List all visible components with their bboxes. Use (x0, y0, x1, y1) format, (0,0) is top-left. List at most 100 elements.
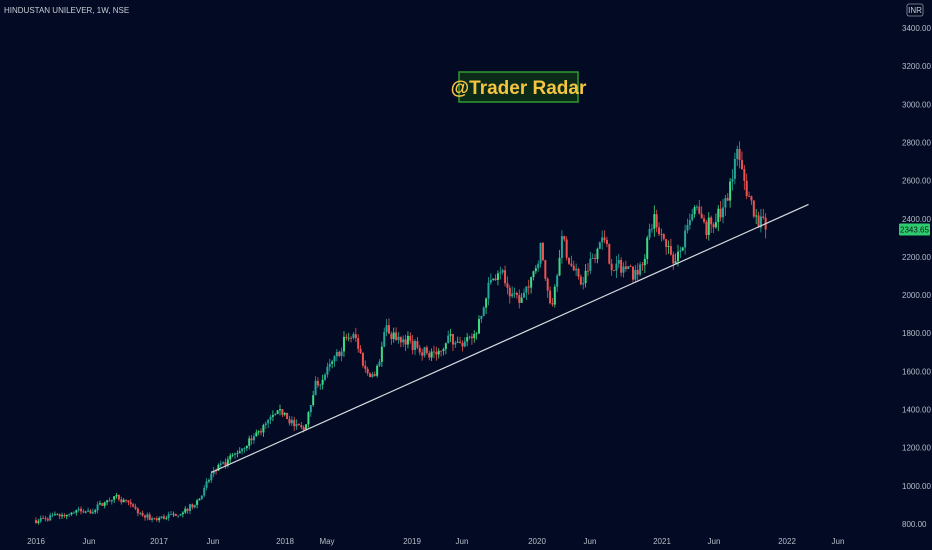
candle-down (174, 513, 177, 516)
candle-up (736, 149, 739, 159)
candle-up (340, 351, 343, 356)
candle-up (596, 248, 599, 260)
candle-up (283, 412, 286, 415)
candle-down (345, 336, 348, 338)
trendline[interactable] (210, 203, 809, 474)
candle-up (307, 412, 310, 425)
x-tick-label: 2022 (778, 537, 796, 546)
candle-up (589, 258, 592, 271)
candle-up (77, 508, 80, 511)
last-price-value: 2343.65 (900, 226, 929, 235)
candle-up (691, 214, 694, 221)
candle-up (468, 336, 471, 338)
candle-down (705, 221, 708, 236)
candle-up (98, 503, 101, 505)
candle-up (158, 517, 161, 521)
candle-down (125, 499, 128, 501)
candle-down (80, 508, 83, 512)
candle-down (620, 260, 623, 273)
candle-up (423, 347, 426, 356)
last-price-tag: 2343.65 (899, 223, 930, 236)
candle-down (546, 278, 549, 291)
candle-up (324, 374, 327, 380)
candle-down (541, 242, 544, 261)
candle-up (335, 351, 338, 357)
candle-down (700, 213, 703, 219)
candle-down (395, 332, 398, 340)
candle-up (466, 337, 469, 342)
watermark-frame (458, 71, 579, 103)
candle-down (629, 266, 632, 267)
candle-down (506, 283, 509, 288)
candle-down (508, 287, 511, 297)
time-axis[interactable]: 2016 Jun 2017 Jun 2018 May 2019 Jun 2020 Jun 2021 J… (27, 537, 844, 546)
candle-up (172, 513, 175, 515)
candle-down (224, 462, 227, 466)
y-tick-label: 1600.00 (902, 367, 931, 376)
candle-up (714, 222, 717, 228)
candle-up (165, 517, 168, 519)
candle-up (676, 251, 679, 262)
candle-down (418, 347, 421, 353)
candle-down (549, 290, 552, 304)
candle-up (233, 453, 236, 455)
candle-up (352, 334, 355, 338)
candle-down (470, 336, 473, 339)
candle-down (286, 412, 289, 420)
candle-up (717, 208, 720, 223)
candle-up (193, 504, 196, 508)
candle-up (376, 365, 379, 376)
watermark-box: @Trader Radar (451, 71, 587, 103)
candle-down (518, 295, 521, 303)
price-axis[interactable]: 800.00 1000.00 1200.00 1400.00 1600.00 1800.0… (902, 24, 931, 529)
candle-down (504, 270, 507, 284)
candle-up (553, 286, 556, 305)
candle-up (257, 431, 260, 433)
candle-up (312, 395, 315, 406)
candle-up (222, 462, 225, 464)
candle-down (432, 351, 435, 353)
candle-down (366, 368, 369, 374)
candle-down (134, 506, 137, 509)
candle-up (205, 481, 208, 488)
candle-down (153, 518, 156, 520)
candle-up (96, 504, 99, 511)
candle-up (667, 246, 670, 247)
candle-down (411, 340, 414, 350)
candle-down (586, 270, 589, 272)
candle-up (103, 502, 106, 506)
candle-down (440, 350, 443, 352)
currency-badge[interactable]: INR (906, 3, 924, 17)
candle-down (750, 196, 753, 201)
y-tick-label: 1400.00 (902, 406, 931, 415)
candle-down (89, 510, 92, 514)
candle-up (447, 335, 450, 344)
candle-up (478, 319, 481, 334)
candle-up (646, 237, 649, 259)
candle-down (563, 236, 566, 240)
candle-down (354, 334, 357, 339)
y-tick-label: 800.00 (902, 520, 927, 529)
last-price-tag-bg (899, 223, 930, 236)
candle-up (537, 263, 540, 269)
candle-up (639, 264, 642, 275)
candle-up (615, 263, 618, 271)
candle-up (463, 341, 466, 347)
candle-up (84, 511, 87, 513)
candle-up (560, 236, 563, 258)
candle-down (740, 160, 743, 170)
candle-down (572, 265, 575, 271)
candle-up (653, 214, 656, 229)
candle-down (712, 224, 715, 228)
candle-down (63, 515, 66, 517)
y-tick-label: 2400.00 (902, 215, 931, 224)
candle-up (575, 268, 578, 271)
candle-up (170, 514, 173, 515)
candle-down (662, 234, 665, 240)
candle-down (579, 276, 582, 285)
candle-up (724, 198, 727, 208)
candle-up (110, 499, 113, 502)
candle-down (162, 516, 165, 519)
